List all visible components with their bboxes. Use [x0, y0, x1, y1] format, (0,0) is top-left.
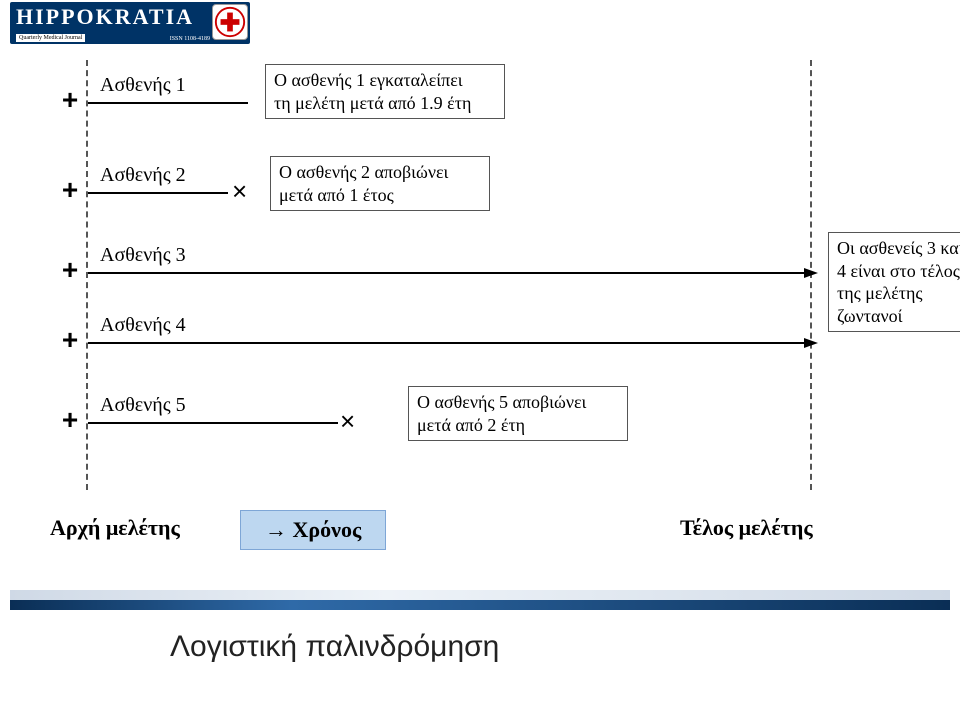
survival-diagram: + Ασθενής 1 Ο ασθενής 1 εγκαταλείπει τη … [20, 60, 940, 560]
patient-5-timeline [88, 422, 338, 424]
logo-issn: ISSN 1108-4189 [170, 36, 210, 42]
enroll-icon: + [58, 84, 82, 116]
patient-3-timeline [88, 272, 806, 274]
logo-emblem-icon [212, 4, 248, 40]
note-line: μετά από 2 έτη [417, 415, 525, 435]
note-line: Οι ασθενείς 3 και [837, 238, 960, 258]
study-start-line [86, 60, 88, 490]
slide-title: Λογιστική παλινδρόμηση [170, 630, 499, 664]
death-icon: × [232, 176, 247, 207]
study-end-label: Τέλος μελέτης [680, 515, 813, 541]
enroll-icon: + [58, 324, 82, 356]
enroll-icon: + [58, 254, 82, 286]
note-line: 4 είναι στο τέλος [837, 261, 960, 281]
note-line: Ο ασθενής 2 αποβιώνει [279, 162, 448, 182]
patient-2-timeline [88, 192, 228, 194]
footer-bar-light [10, 590, 950, 600]
note-line: Ο ασθενής 5 αποβιώνει [417, 392, 586, 412]
patient-4-timeline [88, 342, 806, 344]
time-axis-chip: → Χρόνος [240, 510, 386, 550]
enroll-icon: + [58, 174, 82, 206]
journal-logo: HIPPOKRATIA Quarterly Medical Journal IS… [10, 2, 250, 44]
note-line: Ο ασθενής 1 εγκαταλείπει [274, 70, 463, 90]
patient-1-timeline [88, 102, 248, 104]
patient-5-label: Ασθενής 5 [100, 394, 186, 417]
patient-2-note: Ο ασθενής 2 αποβιώνει μετά από 1 έτος [270, 156, 490, 211]
survive-arrow-icon [804, 338, 818, 348]
patient-3-label: Ασθενής 3 [100, 244, 186, 267]
death-icon: × [340, 406, 355, 437]
patient-5-note: Ο ασθενής 5 αποβιώνει μετά από 2 έτη [408, 386, 628, 441]
slide: HIPPOKRATIA Quarterly Medical Journal IS… [0, 0, 960, 711]
note-line: μετά από 1 έτος [279, 185, 394, 205]
survive-arrow-icon [804, 268, 818, 278]
patient-4-label: Ασθενής 4 [100, 314, 186, 337]
note-line: τη μελέτη μετά από 1.9 έτη [274, 93, 471, 113]
logo-background: HIPPOKRATIA Quarterly Medical Journal IS… [10, 2, 250, 44]
note-line: της μελέτης [837, 283, 923, 303]
footer-bar-dark [10, 600, 950, 610]
footer-decorative-bars [10, 590, 950, 610]
patient-1-note: Ο ασθενής 1 εγκαταλείπει τη μελέτη μετά … [265, 64, 505, 119]
note-line: ζωντανοί [837, 306, 902, 326]
enroll-icon: + [58, 404, 82, 436]
patients-3-4-note: Οι ασθενείς 3 και 4 είναι στο τέλος της … [828, 232, 960, 332]
patient-1-label: Ασθενής 1 [100, 74, 186, 97]
patient-2-label: Ασθενής 2 [100, 164, 186, 187]
logo-subtitle: Quarterly Medical Journal [16, 34, 85, 42]
study-start-label: Αρχή μελέτης [50, 515, 180, 541]
